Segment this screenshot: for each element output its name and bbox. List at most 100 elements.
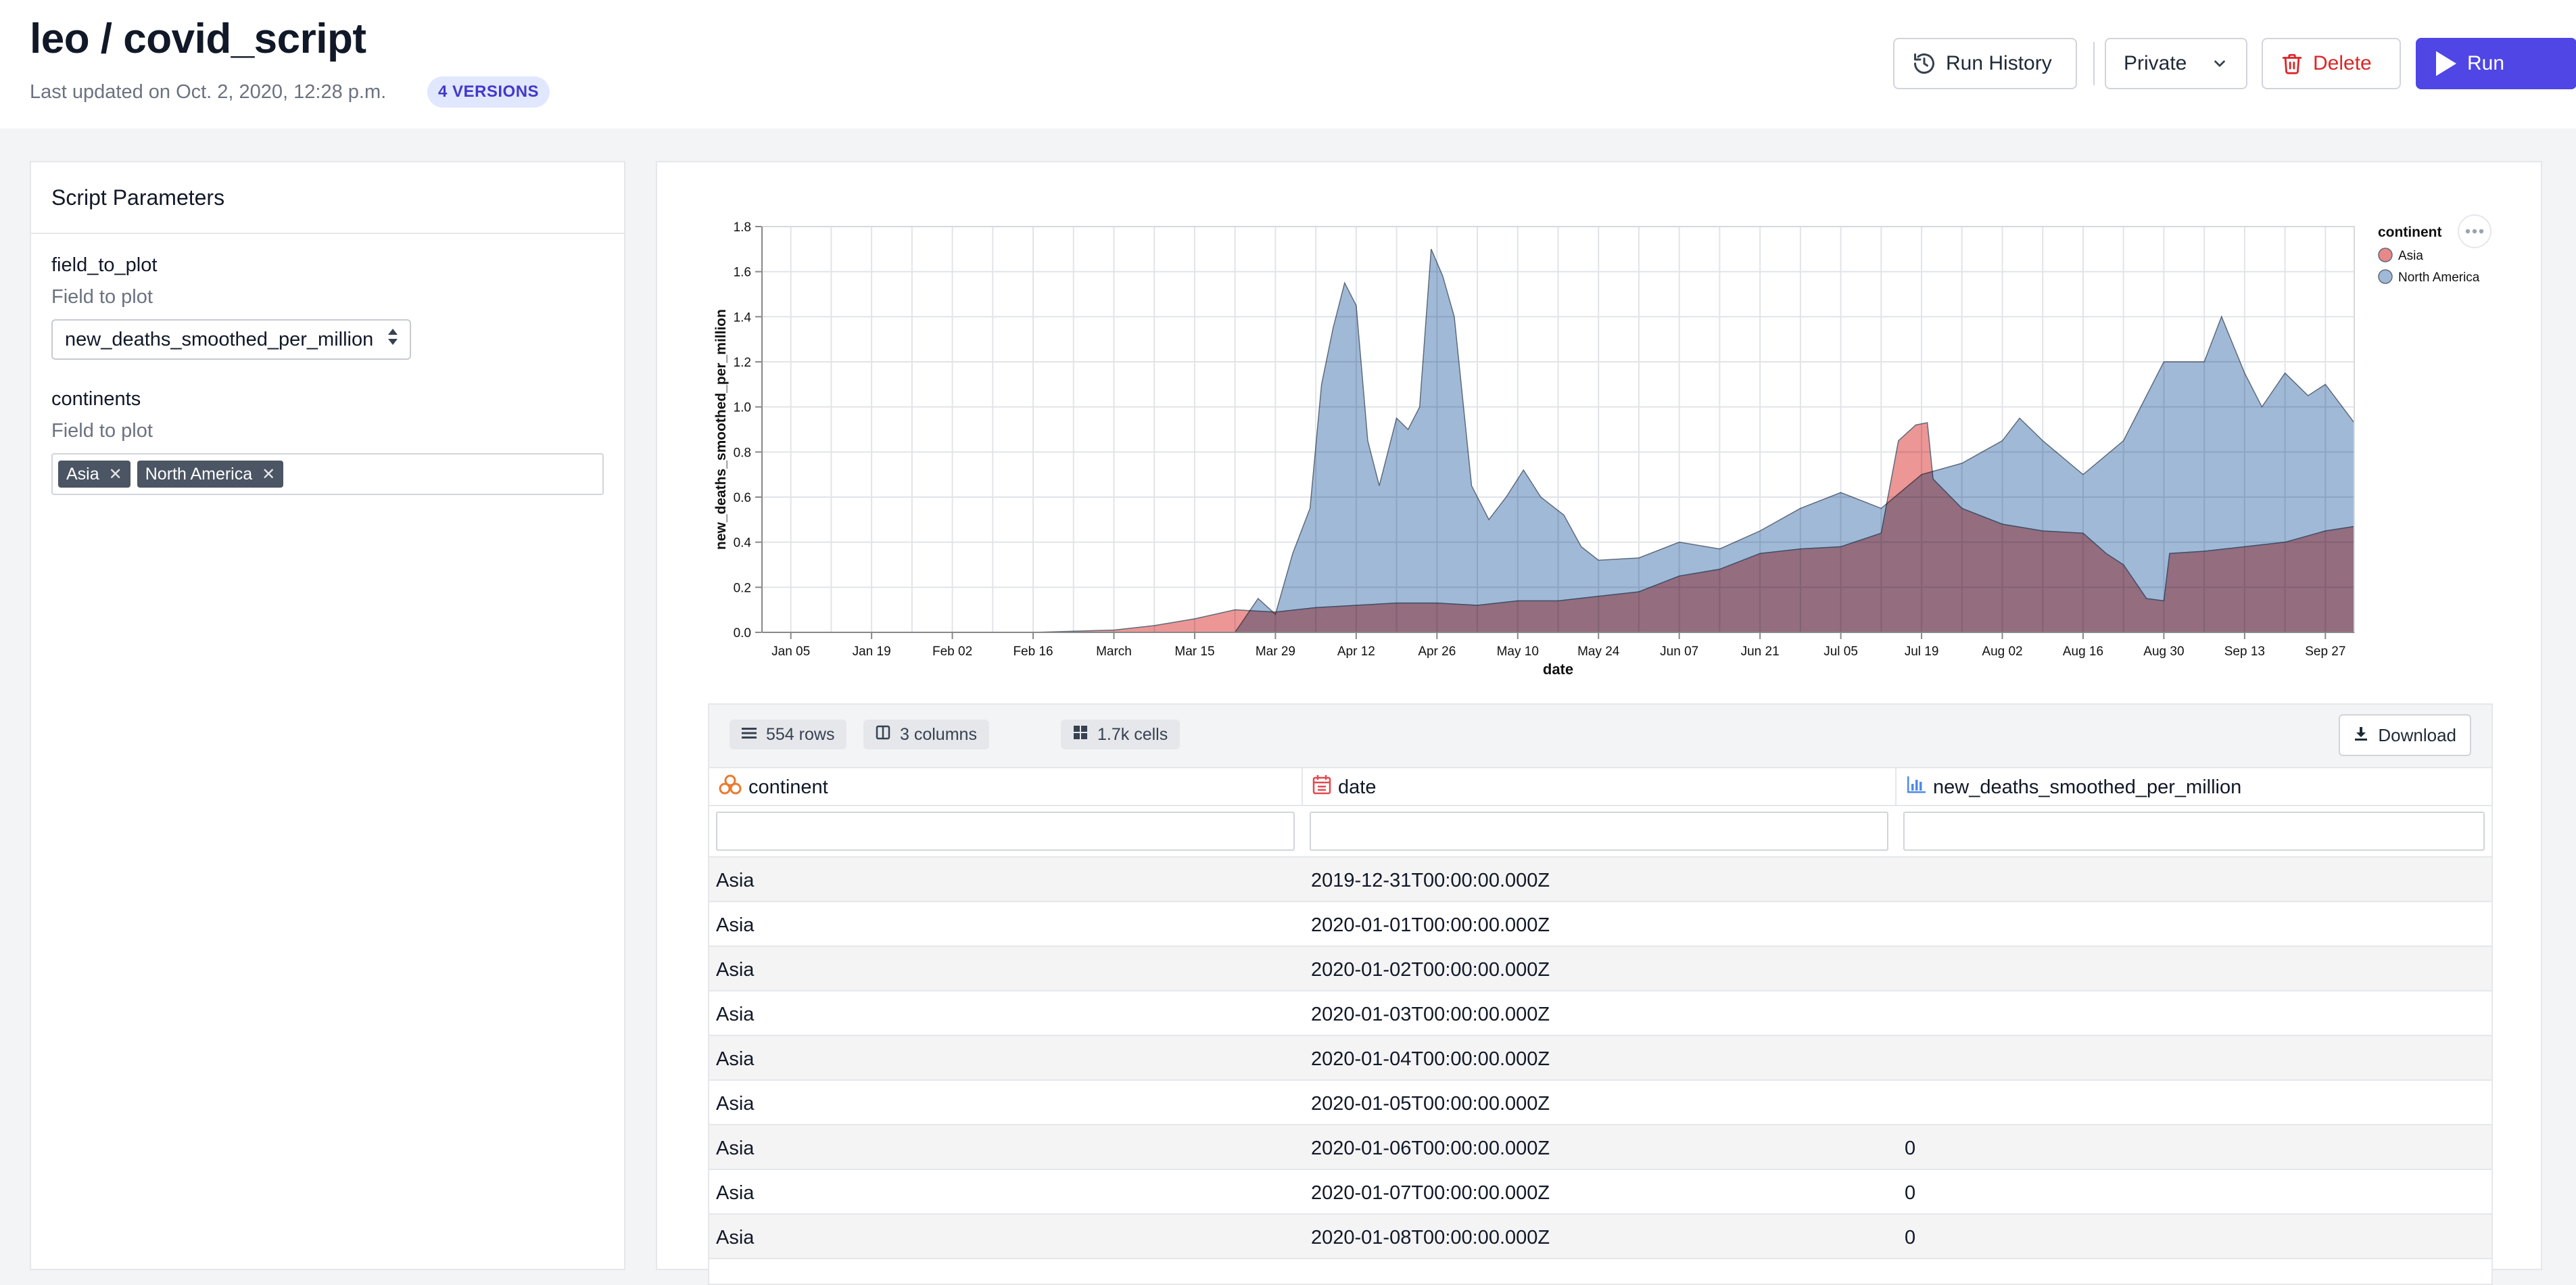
cell-continent: Asia bbox=[716, 959, 755, 981]
legend-swatch bbox=[2378, 248, 2393, 262]
param-field-to-plot: field_to_plot Field to plot new_deaths_s… bbox=[51, 254, 411, 360]
columns-count: 3 columns bbox=[900, 724, 977, 744]
page-header: leo / covid_script Last updated on Oct. … bbox=[0, 0, 2576, 128]
x-tick-label: Aug 02 bbox=[1982, 645, 2022, 659]
x-tick-label: Apr 12 bbox=[1337, 645, 1375, 659]
table-row: Asia 2020-01-06T00:00:00.000Z 0 bbox=[709, 1125, 2491, 1170]
select-arrows-icon bbox=[387, 327, 399, 352]
cell-date: 2020-01-06T00:00:00.000Z bbox=[1311, 1138, 1550, 1159]
download-button[interactable]: Download bbox=[2339, 714, 2471, 756]
tag-north-america: North America ✕ bbox=[137, 461, 284, 488]
table-row: Asia 2019-12-31T00:00:00.000Z bbox=[709, 858, 2491, 902]
y-tick-label: 1.2 bbox=[734, 356, 751, 370]
column-header-label: date bbox=[1338, 776, 1377, 798]
versions-badge[interactable]: 4 VERSIONS bbox=[427, 76, 550, 108]
cell-continent: Asia bbox=[716, 1227, 755, 1248]
x-tick-label: Apr 26 bbox=[1418, 645, 1456, 659]
cell-value: 0 bbox=[1905, 1227, 1916, 1248]
x-tick-label: Feb 02 bbox=[932, 645, 972, 659]
trash-icon bbox=[2281, 51, 2304, 76]
y-tick-label: 1.4 bbox=[734, 310, 752, 325]
x-tick-label: May 24 bbox=[1577, 645, 1620, 659]
legend-label: Asia bbox=[2398, 249, 2423, 263]
table-row: Asia 2020-01-01T00:00:00.000Z bbox=[709, 902, 2491, 947]
run-button[interactable]: Run bbox=[2416, 38, 2576, 89]
delete-label: Delete bbox=[2313, 52, 2372, 74]
download-label: Download bbox=[2378, 724, 2456, 745]
y-tick-label: 0.6 bbox=[734, 491, 751, 505]
visibility-label: Private bbox=[2124, 52, 2187, 74]
play-icon bbox=[2435, 50, 2458, 77]
x-tick-label: March bbox=[1096, 645, 1132, 659]
categorical-icon bbox=[719, 774, 742, 800]
y-tick-label: 0.8 bbox=[734, 446, 751, 460]
cell-date: 2020-01-05T00:00:00.000Z bbox=[1311, 1093, 1550, 1115]
chevron-down-icon bbox=[2211, 55, 2228, 72]
legend-label: North America bbox=[2398, 271, 2480, 285]
cell-date: 2020-01-07T00:00:00.000Z bbox=[1311, 1182, 1550, 1204]
more-dots-icon bbox=[2479, 229, 2484, 234]
grid-icon bbox=[1073, 725, 1088, 745]
columns-count-badge: 3 columns bbox=[863, 720, 989, 749]
tag-asia: Asia ✕ bbox=[58, 461, 130, 488]
param-name: continents bbox=[51, 388, 141, 410]
cell-value: 0 bbox=[1905, 1182, 1916, 1204]
cell-value: 0 bbox=[1905, 1138, 1916, 1159]
date-filter-input[interactable] bbox=[1310, 812, 1888, 851]
continents-tag-input[interactable]: Asia ✕ North America ✕ bbox=[51, 453, 604, 495]
x-tick-label: May 10 bbox=[1497, 645, 1539, 659]
cell-date: 2020-01-04T00:00:00.000Z bbox=[1311, 1048, 1550, 1070]
column-header-label: new_deaths_smoothed_per_million bbox=[1933, 776, 2242, 798]
cell-date: 2020-01-01T00:00:00.000Z bbox=[1311, 914, 1550, 936]
x-tick-label: Mar 15 bbox=[1174, 645, 1214, 659]
x-tick-label: Feb 16 bbox=[1013, 645, 1053, 659]
run-history-label: Run History bbox=[1946, 52, 2052, 74]
y-axis-title: new_deaths_smoothed_per_million bbox=[713, 309, 729, 550]
y-tick-label: 1.6 bbox=[734, 266, 751, 280]
legend-title: continent bbox=[2378, 225, 2442, 240]
x-tick-label: Aug 30 bbox=[2143, 645, 2184, 659]
columns-icon bbox=[876, 725, 890, 745]
results-panel: 0.0 0.2 0.4 0.6 0.8 1.0 1.2 1.4 1.6 1.8 Jan 05 Jan … bbox=[656, 161, 2542, 1285]
bar-chart-icon bbox=[1906, 775, 1926, 799]
rows-icon bbox=[742, 725, 757, 745]
visibility-dropdown[interactable]: Private bbox=[2105, 38, 2247, 89]
value-filter-input[interactable] bbox=[1903, 812, 2485, 851]
tag-label: North America bbox=[145, 464, 253, 484]
x-tick-label: Jan 19 bbox=[853, 645, 891, 659]
param-continents: continents Field to plot Asia ✕ North Am… bbox=[51, 388, 604, 495]
cell-continent: Asia bbox=[716, 1093, 755, 1115]
x-tick-label: Jun 07 bbox=[1660, 645, 1698, 659]
y-tick-label: 0.2 bbox=[734, 581, 751, 595]
x-tick-label: Jan 05 bbox=[771, 645, 810, 659]
y-tick-label: 0.4 bbox=[734, 536, 752, 551]
table-row: Asia 2020-01-05T00:00:00.000Z bbox=[709, 1081, 2491, 1125]
more-dots-icon bbox=[2472, 229, 2477, 234]
x-tick-label: Aug 16 bbox=[2063, 645, 2103, 659]
rows-count: 554 rows bbox=[766, 724, 835, 744]
page-title: leo / covid_script bbox=[30, 16, 366, 62]
run-label: Run bbox=[2467, 52, 2505, 74]
x-tick-label: Mar 29 bbox=[1256, 645, 1295, 659]
field-to-plot-select[interactable]: new_deaths_smoothed_per_million bbox=[51, 319, 411, 360]
data-table: 554 rows 3 columns 1.7k cells Download bbox=[708, 703, 2493, 1285]
continent-filter-input[interactable] bbox=[716, 812, 1295, 851]
column-header-new-deaths[interactable]: new_deaths_smoothed_per_million bbox=[1897, 768, 2491, 806]
y-tick-label: 0.0 bbox=[734, 626, 751, 640]
cell-date: 2019-12-31T00:00:00.000Z bbox=[1311, 870, 1550, 891]
header-divider bbox=[2093, 42, 2095, 85]
more-dots-icon bbox=[2465, 229, 2471, 234]
chart-menu-button[interactable] bbox=[2458, 214, 2491, 248]
cell-date: 2020-01-08T00:00:00.000Z bbox=[1311, 1227, 1550, 1248]
remove-tag-icon[interactable]: ✕ bbox=[108, 465, 122, 484]
delete-button[interactable]: Delete bbox=[2262, 38, 2401, 89]
run-history-button[interactable]: Run History bbox=[1893, 38, 2077, 89]
column-header-date[interactable]: date bbox=[1303, 768, 1897, 806]
table-toolbar: 554 rows 3 columns 1.7k cells Download bbox=[709, 705, 2491, 768]
cell-continent: Asia bbox=[716, 1138, 755, 1159]
x-tick-label: Jul 19 bbox=[1905, 645, 1939, 659]
remove-tag-icon[interactable]: ✕ bbox=[262, 465, 276, 484]
cell-continent: Asia bbox=[716, 870, 755, 891]
column-header-continent[interactable]: continent bbox=[709, 768, 1303, 806]
x-tick-label: Jul 05 bbox=[1823, 645, 1858, 659]
